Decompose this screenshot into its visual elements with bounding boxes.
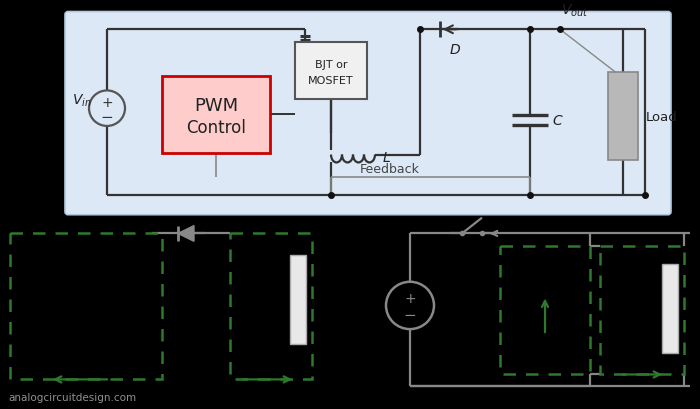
Text: analogcircuitdesign.com: analogcircuitdesign.com bbox=[8, 392, 136, 402]
FancyBboxPatch shape bbox=[65, 13, 671, 215]
Text: −: − bbox=[404, 307, 416, 322]
Bar bbox=[600, 247, 684, 375]
Text: Feedback: Feedback bbox=[360, 163, 420, 176]
Polygon shape bbox=[178, 226, 194, 242]
Text: Load: Load bbox=[646, 110, 678, 123]
Bar bbox=[230, 234, 312, 380]
Text: +: + bbox=[404, 291, 416, 305]
Bar bbox=[10, 234, 162, 380]
Bar bbox=[162, 76, 270, 153]
Text: BJT or: BJT or bbox=[315, 60, 347, 70]
Text: +: + bbox=[102, 96, 113, 110]
Text: C: C bbox=[552, 114, 561, 128]
Text: $V_{in}$: $V_{in}$ bbox=[72, 93, 92, 109]
Bar bbox=[662, 264, 678, 353]
Text: MOSFET: MOSFET bbox=[308, 75, 354, 85]
Bar bbox=[290, 256, 306, 344]
Text: D: D bbox=[449, 43, 461, 57]
Text: L: L bbox=[383, 150, 391, 164]
FancyBboxPatch shape bbox=[295, 43, 367, 100]
Text: Control: Control bbox=[186, 119, 246, 137]
Bar bbox=[500, 247, 590, 375]
Text: PWM: PWM bbox=[194, 97, 238, 115]
Bar bbox=[608, 72, 638, 161]
Text: −: − bbox=[101, 109, 113, 124]
Text: $V_{out}$: $V_{out}$ bbox=[561, 3, 589, 19]
